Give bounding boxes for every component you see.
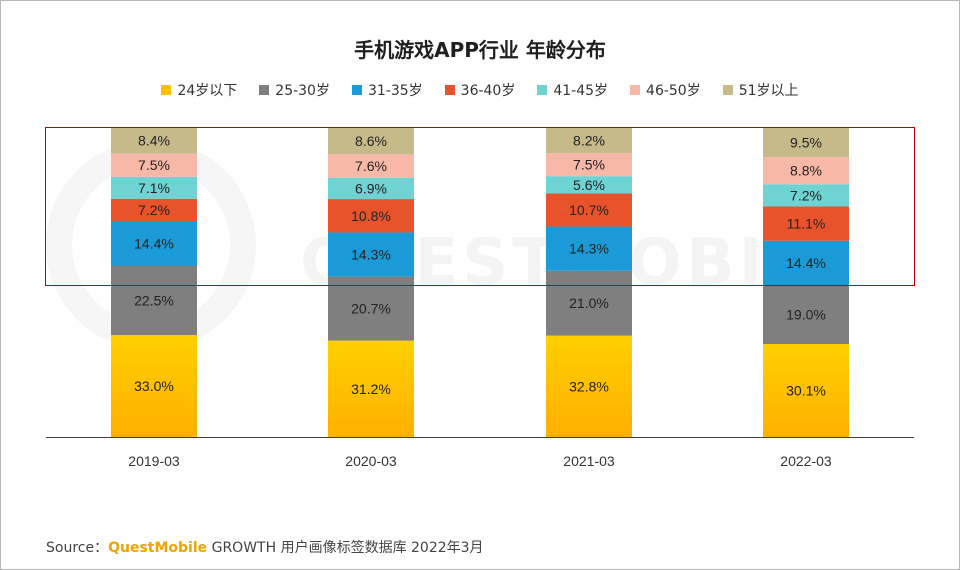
legend-label: 31-35岁 — [367, 83, 423, 99]
x-tick-label: 2021-03 — [563, 453, 615, 469]
highlight-box — [45, 127, 915, 286]
bar-segment — [546, 335, 632, 437]
bar-segment — [111, 153, 197, 177]
bar-segment — [763, 240, 849, 286]
data-label: 7.5% — [138, 157, 170, 173]
legend-item: 31-35岁 — [351, 80, 423, 100]
bar-segment — [546, 176, 632, 194]
bar-segment — [328, 276, 414, 341]
legend-swatch — [161, 85, 172, 95]
legend-label: 36-40岁 — [460, 83, 516, 99]
bar-segment — [546, 270, 632, 336]
data-label: 31.2% — [351, 381, 391, 397]
bar-segment — [111, 127, 197, 154]
legend-swatch — [259, 85, 270, 95]
legend-swatch — [351, 85, 362, 95]
legend-swatch — [722, 85, 733, 95]
legend-swatch — [444, 85, 455, 95]
legend-item: 46-50岁 — [630, 80, 701, 100]
data-label: 7.2% — [138, 202, 170, 218]
bar-segment — [111, 335, 197, 437]
data-label: 14.3% — [351, 247, 391, 263]
bar-segment — [328, 154, 414, 178]
bar-segment — [763, 184, 849, 207]
bar-segment — [546, 193, 632, 227]
legend-item: 24岁以下 — [161, 80, 237, 100]
x-tick-label: 2019-03 — [128, 453, 180, 469]
bar-segment — [763, 343, 849, 437]
bar-segment — [328, 127, 414, 155]
data-label: 8.2% — [573, 132, 605, 148]
legend-item: 41-45岁 — [537, 80, 608, 100]
data-label: 6.9% — [355, 180, 387, 196]
bar-segment — [111, 265, 197, 336]
data-label: 8.8% — [790, 163, 822, 179]
data-label: 7.6% — [355, 158, 387, 174]
data-label: 30.1% — [786, 382, 826, 398]
data-label: 7.1% — [138, 180, 170, 196]
data-label: 14.4% — [134, 235, 174, 251]
data-label: 33.0% — [134, 378, 174, 394]
data-label: 7.5% — [573, 157, 605, 173]
data-label: 9.5% — [790, 134, 822, 150]
data-label: 8.4% — [138, 133, 170, 149]
x-tick-label: 2022-03 — [780, 453, 832, 469]
source-brand: QuestMobile — [108, 540, 208, 556]
bar-segment — [328, 340, 414, 437]
legend-label: 41-45岁 — [553, 83, 609, 99]
bar-segment — [111, 176, 197, 199]
source-rest: GROWTH 用户画像标签数据库 2022年3月 — [207, 540, 484, 556]
bar-segment — [763, 127, 849, 158]
bar-segment — [546, 226, 632, 271]
data-label: 22.5% — [134, 292, 174, 308]
data-label: 21.0% — [569, 295, 609, 311]
legend-swatch — [537, 85, 548, 95]
data-label: 11.1% — [787, 216, 826, 232]
legend-label: 24岁以下 — [177, 83, 238, 99]
bar-segment — [328, 199, 414, 233]
source-prefix: Source： — [46, 540, 109, 556]
legend-label: 25-30岁 — [275, 83, 330, 99]
data-label: 10.8% — [351, 208, 391, 224]
data-label: 32.8% — [569, 378, 609, 394]
bar-segment — [763, 157, 849, 185]
bar-segment — [328, 177, 414, 200]
legend-label: 46-50岁 — [646, 83, 701, 99]
bar-segment — [111, 198, 197, 222]
legend: 24岁以下 25-30岁 31-35岁 36-40岁 41-45岁 46-50岁 51岁以上 — [0, 80, 960, 100]
chart-title: 手机游戏APP行业 年龄分布 — [354, 38, 606, 62]
legend-label: 51岁以上 — [738, 83, 799, 99]
data-label: 19.0% — [786, 307, 826, 323]
source-note: Source：QuestMobile GROWTH 用户画像标签数据库 2022… — [46, 537, 484, 557]
bar-segment — [763, 206, 849, 241]
data-label: 14.3% — [569, 241, 609, 257]
legend-item: 25-30岁 — [259, 80, 330, 100]
bar-segment — [546, 153, 632, 177]
data-label: 14.4% — [786, 255, 826, 271]
data-label: 20.7% — [351, 301, 391, 317]
data-label: 10.7% — [569, 202, 609, 218]
legend-swatch — [630, 85, 641, 95]
data-label: 8.6% — [355, 133, 387, 149]
x-tick-label: 2020-03 — [345, 453, 397, 469]
data-label: 5.6% — [573, 177, 605, 193]
data-label: 7.2% — [790, 187, 822, 203]
bar-segment — [546, 127, 632, 154]
bar-segment — [111, 221, 197, 266]
legend-item: 51岁以上 — [722, 80, 799, 100]
bar-segment — [328, 232, 414, 277]
bar-segment — [763, 285, 849, 344]
legend-item: 36-40岁 — [444, 80, 516, 100]
